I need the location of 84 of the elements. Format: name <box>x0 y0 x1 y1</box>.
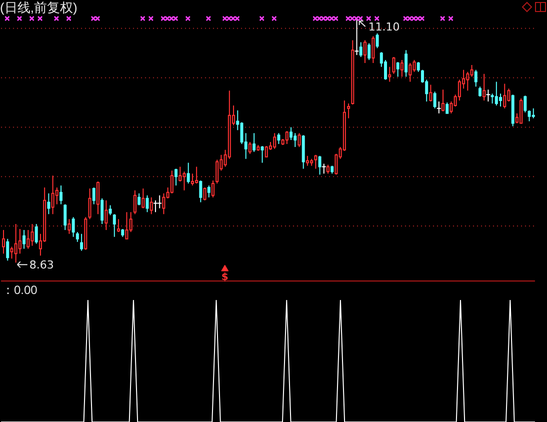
candlestick <box>96 181 100 215</box>
candlestick <box>64 204 67 230</box>
candlestick <box>146 194 149 213</box>
candlestick <box>22 229 26 250</box>
data-label: $ <box>221 272 228 283</box>
candlestick <box>112 214 116 238</box>
candlestick <box>207 184 210 198</box>
candlestick <box>273 132 276 150</box>
candlestick <box>60 184 63 205</box>
candlestick <box>14 224 18 264</box>
candlestick <box>84 216 88 250</box>
candlestick <box>392 56 396 74</box>
candlestick <box>88 188 92 220</box>
candlestick <box>306 155 309 166</box>
candlestick <box>125 212 128 240</box>
candlestick <box>503 83 506 109</box>
candlestick <box>302 134 305 170</box>
annotation: 11.10 <box>368 20 400 34</box>
candlestick <box>347 102 350 119</box>
candlestick <box>108 204 112 216</box>
candlestick <box>216 159 219 184</box>
candlestick <box>478 86 482 98</box>
candlestick <box>138 192 141 206</box>
candlestick <box>310 158 314 166</box>
candlestick <box>80 233 84 252</box>
candlestick <box>47 192 50 215</box>
candlestick <box>372 36 375 64</box>
candlestick <box>248 142 252 154</box>
candlestick <box>494 81 498 106</box>
candlestick <box>104 200 108 230</box>
candlestick <box>72 216 75 238</box>
candlestick <box>429 84 432 102</box>
candlestick <box>285 130 288 144</box>
chart-title: (日线,前复权) <box>0 0 78 15</box>
candlestick <box>6 238 10 262</box>
candlestick <box>34 224 38 244</box>
candlestick <box>446 102 449 114</box>
candlestick <box>51 175 54 215</box>
candlestick <box>203 186 206 201</box>
candlestick <box>482 73 486 102</box>
candlestick <box>260 145 264 164</box>
candlestick <box>474 69 478 88</box>
candlestick <box>396 61 400 78</box>
candlestick <box>76 231 79 242</box>
candlestick <box>520 98 523 124</box>
candlestick <box>318 155 322 176</box>
candlestick <box>314 154 318 170</box>
candlestick <box>142 188 145 209</box>
annotation: 8.63 <box>29 258 54 272</box>
candlestick <box>133 190 136 215</box>
candlestick <box>404 50 408 78</box>
candlestick <box>100 198 104 225</box>
candlestick <box>433 91 436 109</box>
candlestick <box>388 66 392 82</box>
candlestick <box>264 145 268 158</box>
candlestick <box>524 95 527 113</box>
candlestick <box>256 144 260 152</box>
candlestick <box>298 132 301 148</box>
candlestick <box>277 132 280 144</box>
candlestick <box>92 186 96 205</box>
candlestick <box>68 218 71 234</box>
candlestick <box>186 162 190 184</box>
candlestick <box>351 40 354 105</box>
candlestick <box>252 132 256 152</box>
candlestick <box>442 89 445 112</box>
candlestick <box>195 166 198 184</box>
candlestick <box>174 168 178 186</box>
candlestick <box>363 40 366 64</box>
candlestick <box>199 180 202 203</box>
candlestick <box>326 164 330 174</box>
candlestick <box>30 224 34 246</box>
candlestick <box>368 42 371 60</box>
candlestick <box>528 110 531 122</box>
text: ：0.00 <box>2 283 38 297</box>
candlestick <box>359 42 362 58</box>
candlestick <box>150 196 153 215</box>
candlestick <box>532 108 535 119</box>
candlestick <box>211 180 214 198</box>
candlestick <box>330 165 334 174</box>
candlestick <box>121 228 124 238</box>
candlestick <box>408 62 412 82</box>
candlestick <box>117 218 120 232</box>
candlestick <box>400 60 404 78</box>
candlestick <box>416 61 420 72</box>
